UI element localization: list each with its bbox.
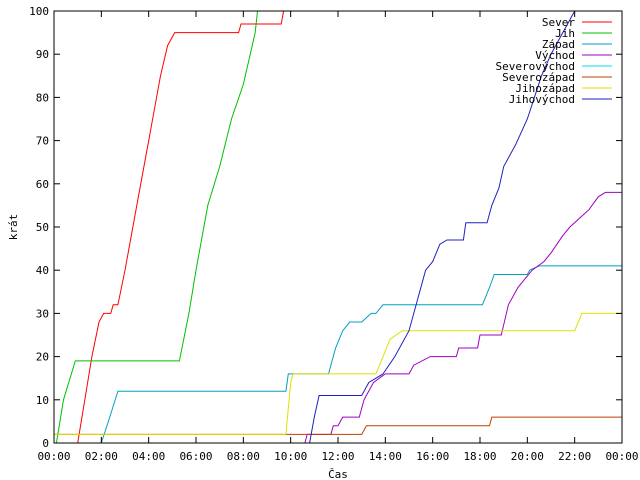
y-tick-label: 70 — [36, 135, 49, 148]
y-axis-label: krát — [7, 214, 20, 241]
series-line-6 — [54, 416, 622, 435]
legend-label: Jihozápad — [515, 82, 575, 95]
series-line-2 — [55, 10, 258, 444]
series-line-8 — [309, 10, 576, 444]
series-line-3 — [100, 265, 622, 444]
axes-layer: 0 10 20 30 40 50 60 70 80 90 100 00:00 02:00 04:00 06:… — [29, 5, 638, 463]
y-tick-label: 50 — [36, 221, 49, 234]
series-line-4 — [304, 191, 622, 444]
y-tick-label: 10 — [36, 394, 49, 407]
x-tick-label: 06:00 — [179, 450, 212, 463]
series-line-1 — [77, 10, 285, 444]
y-tick-label: 90 — [36, 48, 49, 61]
legend-label: Východ — [535, 49, 575, 62]
x-tick-label: 20:00 — [511, 450, 544, 463]
x-tick-label: 00:00 — [605, 450, 638, 463]
x-tick-label: 18:00 — [463, 450, 496, 463]
legend: SeverJihZápadVýchodSeverovýchodSeverozáp… — [496, 16, 612, 106]
series-line-7 — [54, 312, 622, 435]
x-tick-label: 00:00 — [37, 450, 70, 463]
x-tick-label: 22:00 — [558, 450, 591, 463]
y-tick-label: 40 — [36, 264, 49, 277]
legend-label: Jih — [555, 27, 575, 40]
x-tick-label: 10:00 — [274, 450, 307, 463]
legend-label: Sever — [542, 16, 575, 29]
legend-label: Severozápad — [502, 71, 575, 84]
x-tick-label: 12:00 — [321, 450, 354, 463]
y-tick-label: 80 — [36, 91, 49, 104]
x-tick-label: 04:00 — [132, 450, 165, 463]
legend-label: Západ — [542, 38, 575, 51]
y-tick-label: 60 — [36, 178, 49, 191]
legend-label: Jihovýchod — [509, 93, 575, 106]
y-tick-label: 100 — [29, 5, 49, 18]
x-axis-label: Čas — [328, 468, 348, 480]
x-tick-label: 02:00 — [85, 450, 118, 463]
y-tick-label: 30 — [36, 307, 49, 320]
legend-label: Severovýchod — [496, 60, 575, 73]
y-tick-label: 0 — [42, 437, 49, 450]
series-layer — [54, 10, 622, 444]
x-tick-label: 16:00 — [416, 450, 449, 463]
y-tick-label: 20 — [36, 351, 49, 364]
x-tick-label: 08:00 — [227, 450, 260, 463]
x-tick-label: 14:00 — [369, 450, 402, 463]
